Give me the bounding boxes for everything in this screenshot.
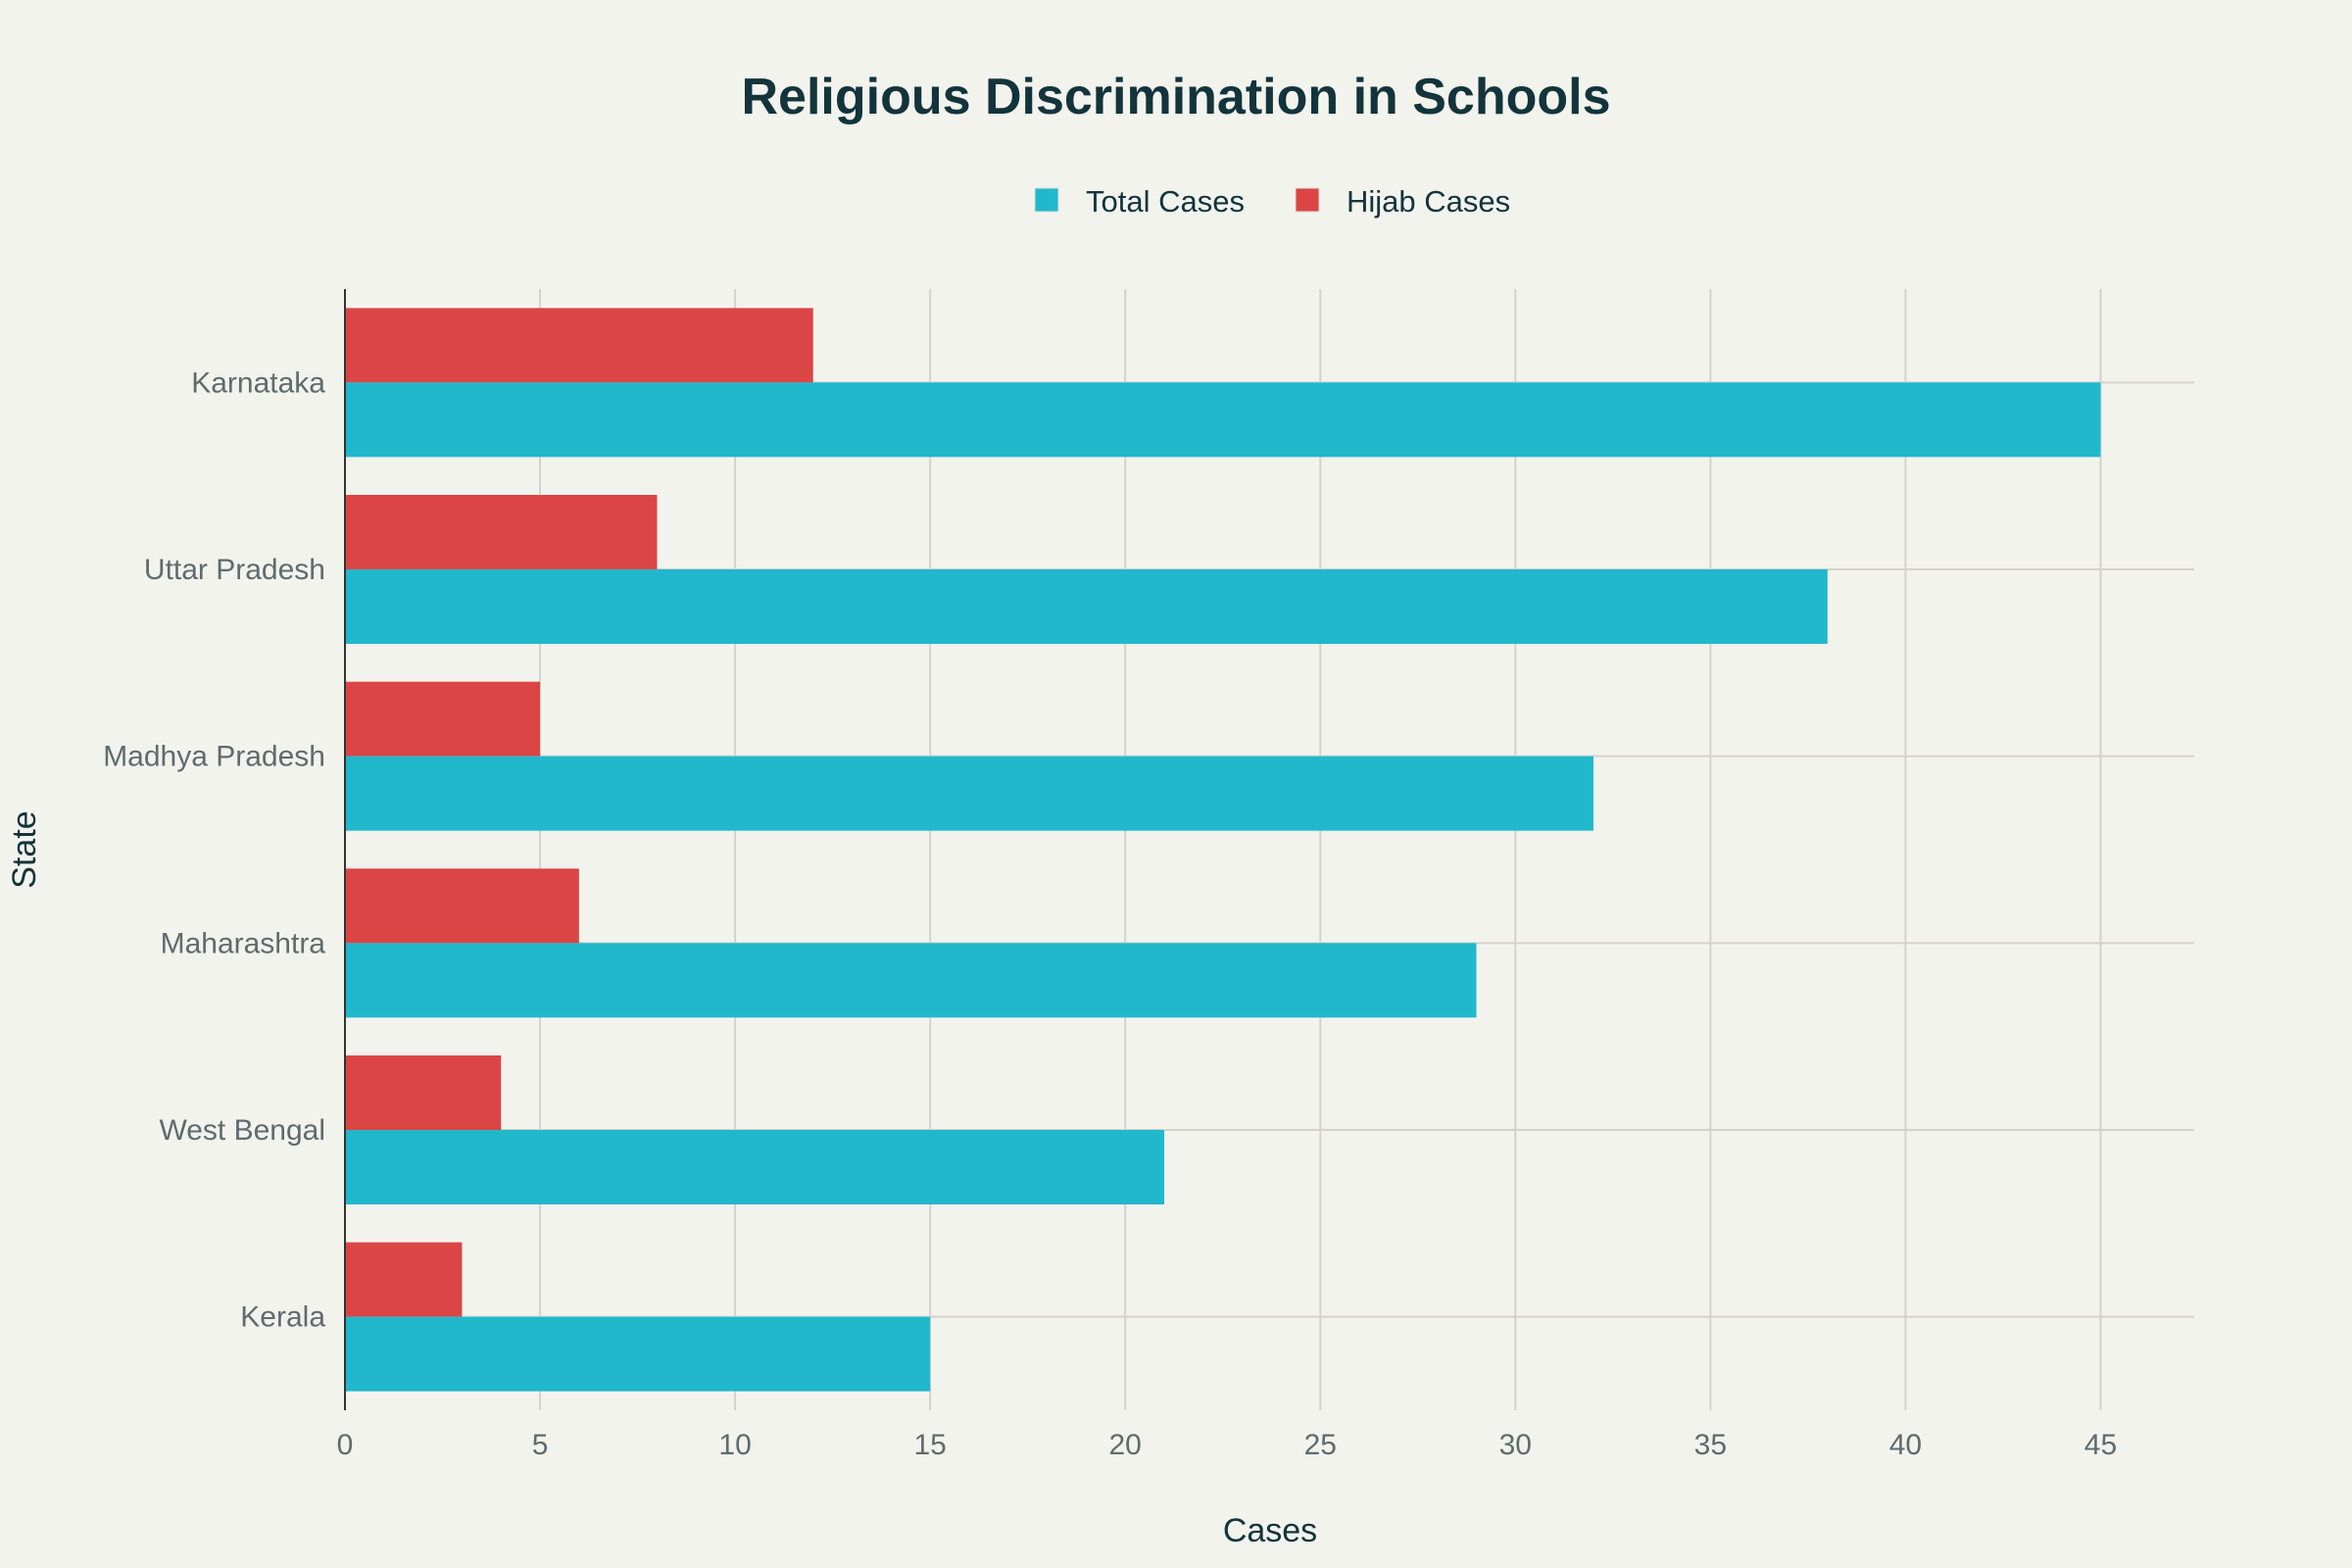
x-tick-label: 35 bbox=[1694, 1429, 1727, 1461]
y-tick-label: Madhya Pradesh bbox=[103, 741, 325, 773]
bar-hijab-cases bbox=[345, 1242, 463, 1317]
legend-label: Hijab Cases bbox=[1347, 184, 1510, 219]
bar-total-cases bbox=[345, 1316, 931, 1392]
bar-hijab-cases bbox=[345, 681, 541, 757]
y-tick-label: Karnataka bbox=[191, 367, 325, 399]
legend-swatch-total bbox=[1034, 187, 1059, 213]
x-tick-label: 25 bbox=[1304, 1429, 1337, 1461]
y-tick-labels: Karnataka Uttar Pradesh Madhya Pradesh Maha… bbox=[103, 367, 325, 1333]
bar-hijab-cases bbox=[345, 308, 813, 383]
bar-total-cases bbox=[345, 943, 1477, 1018]
y-tick-label: Uttar Pradesh bbox=[144, 554, 325, 586]
x-tick-label: 0 bbox=[337, 1429, 354, 1461]
x-tick-label: 15 bbox=[913, 1429, 946, 1461]
x-tick-label: 45 bbox=[2084, 1429, 2117, 1461]
y-tick-label: West Bengal bbox=[159, 1114, 325, 1147]
legend-swatch-hijab bbox=[1295, 187, 1320, 213]
chart-title: Religious Discrimination in Schools bbox=[741, 69, 1610, 125]
legend: Total Cases Hijab Cases bbox=[1034, 184, 1510, 219]
x-tick-label: 10 bbox=[718, 1429, 751, 1461]
bar-total-cases bbox=[345, 756, 1593, 831]
bar-hijab-cases bbox=[345, 495, 658, 569]
x-tick-labels: 0 5 10 15 20 25 30 35 40 45 bbox=[337, 1429, 2117, 1461]
x-tick-label: 30 bbox=[1499, 1429, 1532, 1461]
bar-total-cases bbox=[345, 1130, 1165, 1204]
bars bbox=[345, 308, 2101, 1392]
bar-hijab-cases bbox=[345, 868, 579, 944]
x-axis-title: Cases bbox=[1223, 1512, 1317, 1549]
x-tick-label: 5 bbox=[532, 1429, 549, 1461]
grid bbox=[345, 289, 2194, 1410]
x-tick-label: 20 bbox=[1109, 1429, 1142, 1461]
bar-hijab-cases bbox=[345, 1055, 502, 1130]
bar-total-cases bbox=[345, 382, 2101, 458]
x-tick-label: 40 bbox=[1889, 1429, 1922, 1461]
y-tick-label: Maharashtra bbox=[161, 927, 326, 959]
y-tick-label: Kerala bbox=[240, 1301, 325, 1334]
legend-label: Total Cases bbox=[1086, 184, 1245, 219]
y-axis-title: State bbox=[6, 810, 43, 888]
bar-total-cases bbox=[345, 569, 1828, 644]
